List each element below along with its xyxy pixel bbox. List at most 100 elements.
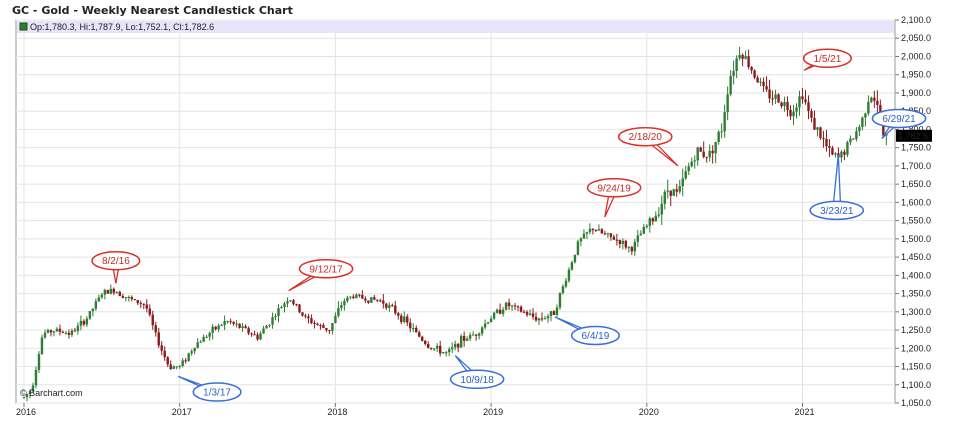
candle-body bbox=[148, 308, 151, 315]
candle bbox=[828, 139, 831, 157]
candle-body bbox=[588, 228, 592, 233]
candle bbox=[708, 144, 711, 162]
candle-body bbox=[780, 102, 783, 107]
candle-body bbox=[154, 325, 157, 333]
candle-body bbox=[310, 318, 313, 323]
candle-body bbox=[606, 233, 610, 235]
candle-body bbox=[400, 315, 403, 322]
candle-body bbox=[858, 126, 861, 132]
candle bbox=[400, 313, 403, 325]
candle-body bbox=[573, 254, 577, 263]
candle-body bbox=[600, 229, 604, 234]
candle bbox=[181, 357, 184, 368]
candle-body bbox=[621, 240, 625, 244]
candle bbox=[624, 239, 628, 250]
candle bbox=[627, 246, 631, 253]
candle bbox=[507, 298, 511, 311]
candle bbox=[486, 321, 490, 325]
candle bbox=[424, 339, 427, 346]
candle bbox=[525, 310, 529, 318]
candle bbox=[79, 315, 83, 331]
candle-body bbox=[744, 56, 747, 59]
candle-body bbox=[675, 189, 678, 192]
candle bbox=[139, 300, 142, 309]
candle-body bbox=[681, 178, 684, 187]
candle bbox=[516, 305, 520, 312]
candle-body bbox=[421, 336, 424, 341]
candle-body bbox=[597, 229, 601, 231]
candle bbox=[46, 328, 50, 334]
candle-body bbox=[669, 190, 672, 196]
candle bbox=[337, 301, 340, 318]
candle-body bbox=[76, 325, 80, 331]
candle bbox=[864, 112, 867, 127]
candle bbox=[777, 93, 780, 103]
candle-body bbox=[774, 94, 777, 99]
candle bbox=[633, 239, 637, 256]
candle-body bbox=[477, 333, 481, 336]
candle-body bbox=[172, 366, 175, 370]
candle-body bbox=[750, 67, 753, 71]
candle-body bbox=[364, 298, 367, 301]
candle-body bbox=[127, 297, 130, 299]
callout-3-23-21: 3/23/21 bbox=[809, 154, 865, 221]
candle-body bbox=[459, 335, 463, 348]
candle-body bbox=[501, 309, 505, 314]
candle-body bbox=[121, 296, 125, 298]
candle-body bbox=[55, 328, 59, 332]
y-tick-label: 1,300.0 bbox=[901, 307, 931, 317]
y-tick-label: 1,550.0 bbox=[901, 216, 931, 226]
candle bbox=[112, 287, 116, 296]
candle bbox=[564, 277, 568, 289]
candle bbox=[403, 311, 406, 324]
candle bbox=[537, 317, 541, 326]
candle-body bbox=[549, 311, 553, 317]
candle-body bbox=[816, 127, 819, 130]
candle bbox=[58, 324, 62, 336]
candle bbox=[304, 313, 307, 319]
candle bbox=[741, 53, 744, 67]
candle bbox=[636, 229, 640, 248]
legend-swatch bbox=[19, 22, 28, 31]
candle bbox=[783, 96, 786, 112]
y-tick-label: 1,600.0 bbox=[901, 197, 931, 207]
candle-body bbox=[561, 286, 565, 293]
candle-body bbox=[543, 318, 547, 320]
candle bbox=[355, 293, 358, 299]
candle bbox=[597, 224, 601, 231]
candle bbox=[501, 307, 505, 317]
candle bbox=[409, 318, 412, 333]
candle bbox=[522, 309, 526, 314]
candle bbox=[513, 303, 517, 311]
candle bbox=[762, 77, 765, 92]
candle-body bbox=[585, 232, 589, 234]
callout-label: 8/2/16 bbox=[102, 256, 130, 267]
candle bbox=[235, 320, 238, 328]
candle bbox=[789, 105, 792, 120]
candle-body bbox=[444, 352, 448, 354]
candle-body bbox=[486, 322, 490, 324]
candle bbox=[277, 304, 280, 323]
candle-body bbox=[394, 305, 397, 314]
callout-label: 1/3/17 bbox=[203, 388, 231, 399]
candle-body bbox=[687, 166, 690, 172]
candle-body bbox=[187, 353, 190, 361]
candle-body bbox=[337, 308, 340, 316]
candle bbox=[130, 295, 133, 302]
y-tick-label: 1,500.0 bbox=[901, 234, 931, 244]
barchart-credit: © Barchart.com bbox=[20, 388, 83, 398]
candle bbox=[519, 305, 523, 313]
candle bbox=[412, 323, 415, 333]
candle-body bbox=[391, 305, 394, 307]
candle-body bbox=[705, 156, 708, 158]
candle bbox=[579, 237, 583, 247]
candle bbox=[52, 330, 56, 337]
candle bbox=[118, 290, 122, 297]
candle bbox=[807, 95, 810, 120]
candle-body bbox=[876, 100, 879, 105]
candle bbox=[660, 195, 663, 226]
candle-body bbox=[28, 391, 32, 394]
candle bbox=[175, 366, 178, 370]
candle-body bbox=[765, 86, 768, 90]
